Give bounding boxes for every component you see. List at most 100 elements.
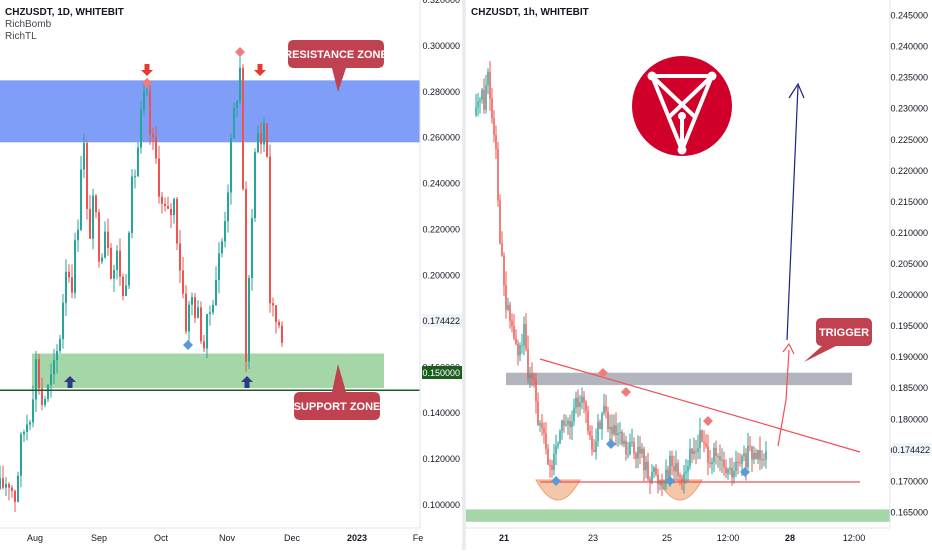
- daily-symbol-title[interactable]: CHZUSDT, 1D, WHITEBIT: [5, 7, 124, 18]
- candle-body: [131, 176, 133, 233]
- candle-body: [230, 138, 232, 193]
- candle-body: [143, 91, 145, 110]
- candle-body: [617, 433, 619, 436]
- candle-body: [591, 435, 593, 450]
- descending-trendline[interactable]: [539, 358, 861, 453]
- resistance-zone-label: RESISTANCE ZONE: [284, 49, 388, 61]
- candle-body: [503, 255, 505, 286]
- pane-divider[interactable]: [462, 0, 466, 550]
- left-markers: [64, 47, 266, 388]
- chart-panel-daily[interactable]: RESISTANCE ZONE SUPPORT ZONE 0.320000 0.3…: [0, 0, 462, 550]
- candle-body: [509, 304, 511, 321]
- candle-body: [545, 433, 547, 449]
- candle-body: [179, 243, 181, 271]
- time-tick-label: Fe: [413, 533, 424, 543]
- candle-body: [242, 67, 244, 190]
- breakout-path-red: [777, 349, 790, 447]
- daily-time-axis[interactable]: Aug Sep Oct Nov Dec 2023 Fe: [0, 527, 424, 543]
- candle-body: [641, 448, 643, 454]
- candle-body: [657, 474, 659, 485]
- candle-body: [125, 285, 127, 296]
- candle-body: [110, 247, 112, 279]
- candle-body: [122, 276, 124, 296]
- candle-body: [675, 463, 677, 472]
- support-callout: SUPPORT ZONE: [294, 364, 380, 420]
- hourly-chart-svg[interactable]: TRIGGER 0.245000 0.240000 0.235000 0.230000…: [466, 0, 932, 550]
- candle-body: [278, 322, 280, 326]
- candle-body: [68, 271, 70, 278]
- candle-body: [176, 199, 178, 244]
- candle-body: [95, 195, 97, 213]
- price-tick-label: 0.220000: [422, 225, 460, 235]
- price-tick-label: 0.200000: [422, 270, 460, 280]
- candle-body: [56, 351, 58, 361]
- hourly-symbol-title[interactable]: CHZUSDT, 1h, WHITEBIT: [471, 7, 589, 18]
- daily-price-axis[interactable]: 0.320000 0.300000 0.280000 0.260000 0.240000…: [419, 0, 460, 528]
- candle-body: [693, 450, 695, 455]
- candle-body: [647, 461, 649, 480]
- logo-node-bottom: [677, 145, 687, 155]
- candle-body: [523, 323, 525, 346]
- daily-legend: CHZUSDT, 1D, WHITEBIT RichBomb RichTL: [5, 7, 124, 43]
- price-tick-label: 0.240000: [890, 42, 928, 52]
- candle-body: [479, 99, 481, 102]
- candle-body: [257, 132, 259, 153]
- candle-body: [515, 338, 517, 344]
- candle-body: [254, 152, 256, 219]
- candle-body: [635, 453, 637, 459]
- candle-body: [521, 345, 523, 347]
- chiliz-logo-glyph: [650, 74, 714, 152]
- candle-body: [50, 374, 52, 385]
- candle-body: [17, 475, 19, 502]
- candle-body: [26, 424, 28, 433]
- price-tick-label: 0.230000: [890, 104, 928, 114]
- daily-chart-svg[interactable]: RESISTANCE ZONE SUPPORT ZONE 0.3200000.3…: [0, 0, 462, 550]
- candle-body: [224, 221, 226, 242]
- candle-body: [667, 469, 669, 478]
- candle-body: [501, 243, 503, 256]
- cup-shape-left: [535, 479, 581, 501]
- time-tick-label: 28: [785, 533, 795, 543]
- hourly-last-price-label: 0.174422: [892, 445, 930, 455]
- time-tick-label: 25: [662, 533, 672, 543]
- top-arrow-down: [254, 64, 266, 76]
- candle-body: [14, 490, 16, 502]
- hourly-legend: CHZUSDT, 1h, WHITEBIT: [471, 7, 589, 19]
- resistance-zone-band: [0, 80, 420, 143]
- bottom-diamond-marker: [183, 340, 193, 350]
- candle-body: [221, 241, 223, 254]
- candle-body: [655, 467, 657, 475]
- candle-body: [735, 461, 737, 471]
- candle-body: [705, 442, 707, 447]
- candle-body: [251, 218, 253, 279]
- hourly-last-price-bg: [892, 443, 932, 456]
- price-tick-label: 0.245000: [890, 11, 928, 21]
- candle-body: [715, 447, 717, 457]
- right-markers: [551, 368, 750, 486]
- candle-body: [0, 478, 1, 489]
- candle-body: [659, 481, 661, 485]
- candle-body: [553, 454, 555, 470]
- price-tick-label: 0.280000: [422, 87, 460, 97]
- candle-body: [597, 422, 599, 442]
- hourly-time-axis[interactable]: 21 23 25 12:00 28 12:00: [466, 527, 890, 543]
- candle-body: [583, 396, 585, 403]
- candle-body: [551, 465, 553, 470]
- chart-panel-hourly[interactable]: TRIGGER 0.245000 0.240000 0.235000 0.230000…: [466, 0, 932, 550]
- candle-body: [497, 148, 499, 201]
- trigger-callout: TRIGGER: [804, 318, 872, 362]
- indicator-richbomb[interactable]: RichBomb: [5, 19, 52, 30]
- candle-body: [529, 374, 531, 379]
- candle-body: [687, 466, 689, 472]
- price-tick-label: 0.220000: [890, 166, 928, 176]
- candle-body: [113, 269, 115, 279]
- candle-body: [23, 432, 25, 435]
- time-tick-label: 2023: [347, 533, 367, 543]
- top-diamond-marker: [142, 78, 152, 88]
- candle-body: [559, 430, 561, 444]
- candle-body: [86, 143, 88, 209]
- candle-body: [731, 467, 733, 478]
- candle-body: [739, 462, 741, 464]
- hourly-price-axis[interactable]: 0.245000 0.240000 0.235000 0.230000 0.225000…: [889, 0, 928, 528]
- indicator-richtl[interactable]: RichTL: [5, 31, 37, 42]
